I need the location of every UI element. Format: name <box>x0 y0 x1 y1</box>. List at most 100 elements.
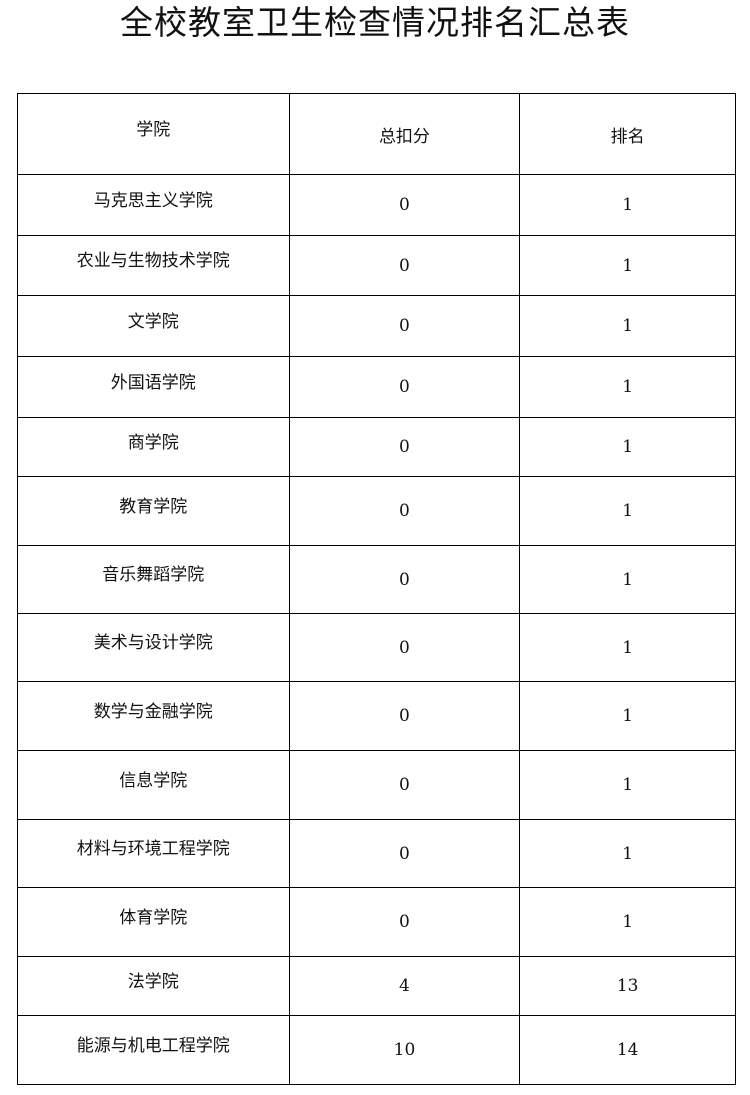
college-cell: 农业与生物技术学院 <box>17 235 290 296</box>
deduction-value: 0 <box>399 316 410 336</box>
table-row: 材料与环境工程学院 0 1 <box>17 819 736 888</box>
rank-cell: 1 <box>519 681 736 751</box>
rank-value: 1 <box>622 316 634 336</box>
table-row: 教育学院 0 1 <box>17 476 736 546</box>
college-name: 文学院 <box>127 311 179 332</box>
deduction-value: 0 <box>399 843 410 864</box>
college-cell: 材料与环境工程学院 <box>17 819 290 888</box>
college-name: 美术与设计学院 <box>93 633 213 653</box>
deduction-value: 4 <box>399 976 410 996</box>
rank-cell: 1 <box>519 887 736 957</box>
college-cell: 文学院 <box>17 295 290 357</box>
rank-cell: 1 <box>519 750 736 820</box>
college-cell: 体育学院 <box>17 887 290 957</box>
deduction-value: 0 <box>399 912 410 932</box>
deduction-cell: 0 <box>288 174 521 236</box>
college-name: 马克思主义学院 <box>93 190 213 211</box>
deduction-cell: 0 <box>288 613 521 682</box>
rank-cell: 1 <box>519 545 736 614</box>
rank-value: 1 <box>622 437 634 457</box>
table-row: 体育学院 0 1 <box>17 887 736 957</box>
deduction-cell: 0 <box>288 750 521 820</box>
rank-value: 1 <box>622 637 634 658</box>
rank-cell: 1 <box>519 356 736 418</box>
deduction-cell: 0 <box>288 295 521 357</box>
deduction-value: 10 <box>393 1040 416 1060</box>
college-cell: 信息学院 <box>17 750 290 820</box>
deduction-cell: 0 <box>288 887 521 957</box>
deduction-value: 0 <box>399 255 410 276</box>
rank-cell: 13 <box>519 956 736 1016</box>
document-title: 全校教室卫生检查情况排名汇总表 <box>120 3 630 42</box>
deduction-value: 0 <box>399 195 410 215</box>
deduction-value: 0 <box>399 637 410 658</box>
table-row: 信息学院 0 1 <box>17 750 736 820</box>
rank-value: 1 <box>622 377 634 397</box>
deduction-value: 0 <box>399 437 410 457</box>
rank-value: 1 <box>622 843 634 864</box>
college-cell: 教育学院 <box>17 476 290 546</box>
college-cell: 数学与金融学院 <box>17 681 290 751</box>
deduction-value: 0 <box>399 501 410 521</box>
college-cell: 美术与设计学院 <box>17 613 290 682</box>
college-name: 材料与环境工程学院 <box>76 839 230 859</box>
table-row: 商学院 0 1 <box>17 417 736 477</box>
deduction-cell: 0 <box>288 476 521 546</box>
rank-value: 14 <box>616 1040 639 1060</box>
rank-cell: 1 <box>519 417 736 477</box>
rank-cell: 1 <box>519 819 736 888</box>
deduction-cell: 0 <box>288 819 521 888</box>
rank-cell: 1 <box>519 476 736 546</box>
college-name: 体育学院 <box>119 907 188 928</box>
rank-value: 1 <box>622 706 634 726</box>
college-name: 音乐舞蹈学院 <box>102 565 205 585</box>
college-name: 教育学院 <box>119 496 188 517</box>
rank-value: 1 <box>622 775 634 795</box>
rank-cell: 1 <box>519 174 736 236</box>
college-cell: 能源与机电工程学院 <box>17 1015 290 1085</box>
college-name: 信息学院 <box>119 770 188 791</box>
deduction-value: 0 <box>399 775 410 795</box>
rank-value: 1 <box>622 195 634 215</box>
rank-cell: 1 <box>519 613 736 682</box>
table-row: 音乐舞蹈学院 0 1 <box>17 545 736 614</box>
rank-cell: 14 <box>519 1015 736 1085</box>
deduction-value: 0 <box>399 377 410 397</box>
header-college: 学院 <box>17 93 290 175</box>
table-row: 外国语学院 0 1 <box>17 356 736 418</box>
rank-value: 1 <box>622 255 634 276</box>
rank-value: 1 <box>622 912 634 932</box>
college-name: 农业与生物技术学院 <box>76 251 230 271</box>
table-row: 农业与生物技术学院 0 1 <box>17 235 736 296</box>
header-college-label: 学院 <box>136 119 171 140</box>
table-row: 马克思主义学院 0 1 <box>17 174 736 236</box>
rank-value: 1 <box>622 569 634 590</box>
deduction-value: 0 <box>399 706 410 726</box>
college-name: 商学院 <box>127 432 179 453</box>
deduction-cell: 0 <box>288 417 521 477</box>
rank-cell: 1 <box>519 295 736 357</box>
college-cell: 音乐舞蹈学院 <box>17 545 290 614</box>
rank-value: 13 <box>616 976 639 996</box>
deduction-cell: 0 <box>288 235 521 296</box>
header-deduction: 总扣分 <box>288 93 521 175</box>
college-cell: 马克思主义学院 <box>17 174 290 236</box>
college-name: 能源与机电工程学院 <box>76 1035 230 1056</box>
rank-value: 1 <box>622 501 634 521</box>
table-row: 数学与金融学院 0 1 <box>17 681 736 751</box>
college-cell: 法学院 <box>17 956 290 1016</box>
table-row: 文学院 0 1 <box>17 295 736 357</box>
table-row: 能源与机电工程学院 10 14 <box>17 1015 736 1085</box>
college-name: 法学院 <box>127 971 179 992</box>
header-deduction-label: 总扣分 <box>378 126 430 147</box>
deduction-cell: 10 <box>288 1015 521 1085</box>
deduction-value: 0 <box>399 569 410 590</box>
college-cell: 外国语学院 <box>17 356 290 418</box>
college-name: 外国语学院 <box>110 372 196 393</box>
college-cell: 商学院 <box>17 417 290 477</box>
table-header-row: 学院 总扣分 排名 <box>17 93 736 175</box>
header-rank: 排名 <box>519 93 736 175</box>
deduction-cell: 0 <box>288 356 521 418</box>
college-name: 数学与金融学院 <box>93 701 213 722</box>
deduction-cell: 4 <box>288 956 521 1016</box>
